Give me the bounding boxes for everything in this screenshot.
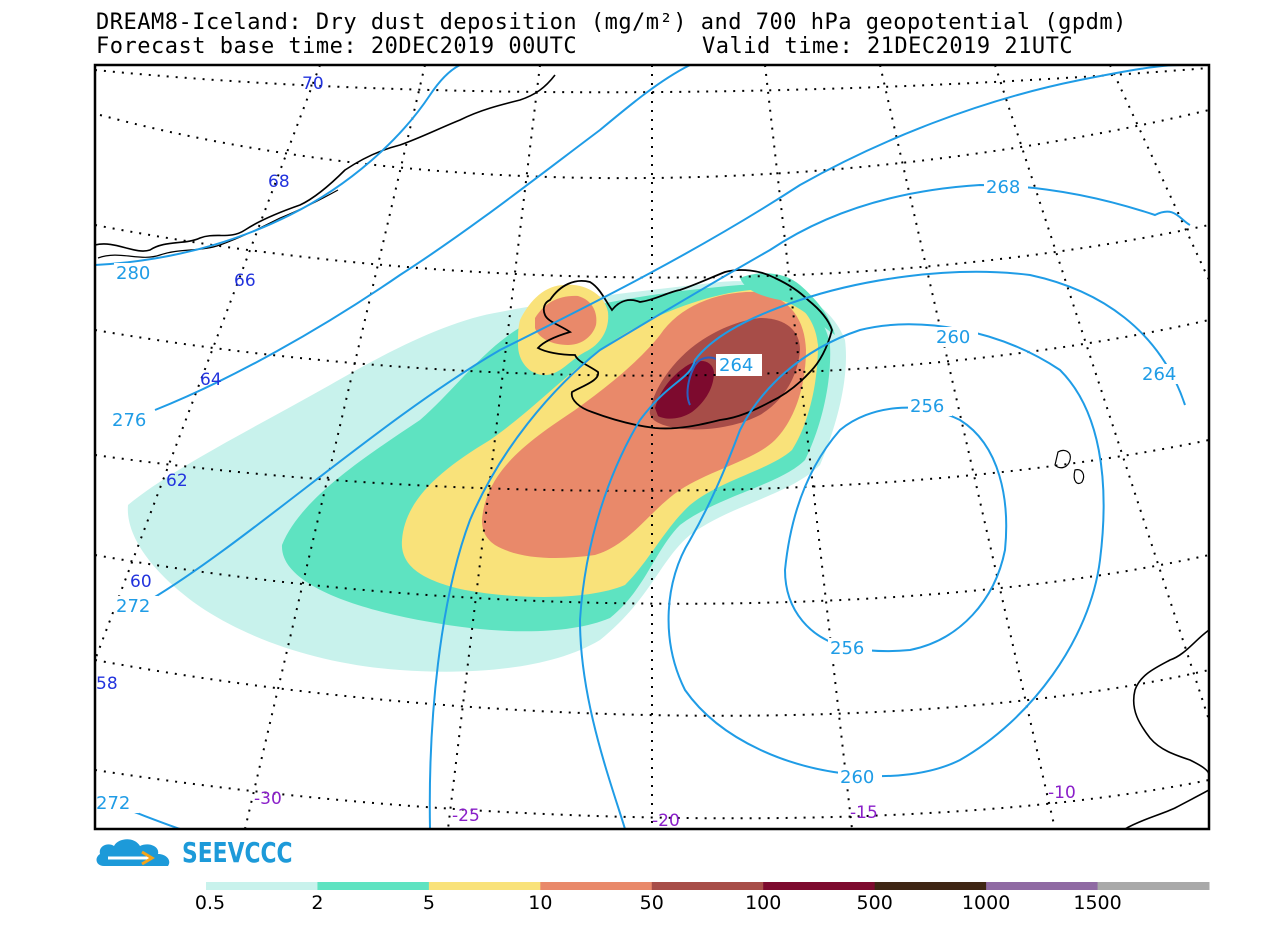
contour-label-256-north: 256 <box>910 396 944 417</box>
longitude-labels: -30 -25 -20 -15 -10 <box>254 783 1076 831</box>
contour-label-backgrounds <box>95 177 1184 813</box>
norway-coast <box>1132 629 1209 776</box>
contour-label-268: 268 <box>986 177 1020 198</box>
legend-swatch-2 <box>317 882 430 890</box>
meridian-15 <box>764 65 853 829</box>
contour-label-280: 280 <box>116 263 150 284</box>
map-content <box>95 65 1209 829</box>
legend-swatch-5 <box>428 882 541 890</box>
faroe-islands <box>1054 449 1085 485</box>
contour-label-272-south: 272 <box>96 793 130 814</box>
lat-label-66: 66 <box>234 271 256 291</box>
parallel-68 <box>99 109 1209 180</box>
contour-272 <box>149 65 1181 601</box>
contour-label-260-south: 260 <box>840 767 874 788</box>
legend-swatch-100 <box>763 882 876 890</box>
deposition-legend <box>206 882 1210 890</box>
lat-label-64: 64 <box>200 370 222 390</box>
lon-label-25: -25 <box>452 806 480 826</box>
legend-label-500: 500 <box>856 892 893 914</box>
contour-260 <box>667 323 1105 778</box>
legend-label-1000: 1000 <box>961 892 1011 914</box>
parallel-66 <box>95 224 1209 279</box>
contour-276 <box>154 65 691 411</box>
contour-264 <box>578 270 1186 829</box>
contour-280 <box>95 65 461 266</box>
map-title: DREAM8-Iceland: Dry dust deposition (mg/… <box>96 10 1127 35</box>
seevccc-cloud-logo <box>96 839 170 866</box>
lon-label-10: -10 <box>1048 783 1076 803</box>
contour-label-264-center: 264 <box>719 355 753 376</box>
map-frame <box>93 63 1211 831</box>
contour-label-264-east: 264 <box>1142 364 1176 385</box>
contour-256 <box>783 406 1008 653</box>
meridian-0 <box>1109 65 1209 281</box>
lon-label-15: -15 <box>850 803 878 823</box>
valid-time: Valid time: 21DEC2019 21UTC <box>702 34 1074 59</box>
legend-label-10: 10 <box>528 892 553 914</box>
legend-label-5: 5 <box>422 892 435 914</box>
contour-label-256-south: 256 <box>830 638 864 659</box>
contour-label-272: 272 <box>116 596 150 617</box>
meridian-5 <box>994 65 1209 721</box>
legend-label-100: 100 <box>745 892 782 914</box>
lat-label-68: 68 <box>268 172 290 192</box>
legend-swatch-50 <box>651 882 764 890</box>
legend-label-1500: 1500 <box>1073 892 1122 914</box>
lat-label-58: 58 <box>96 674 118 694</box>
contour-labels: 280 276 272 272 268 264 264 260 260 256 … <box>96 177 1176 814</box>
lon-label-30: -30 <box>254 789 282 809</box>
iceland-coast <box>536 269 833 430</box>
graticule <box>95 65 1209 829</box>
meridian-10 <box>879 65 1056 829</box>
lat-label-70: 70 <box>302 74 324 94</box>
legend-label-2: 2 <box>311 892 324 914</box>
legend-swatch-1000 <box>986 882 1099 890</box>
deposition-ne-coast <box>740 273 835 335</box>
scotland-coast <box>1124 789 1209 829</box>
seevccc-logo-text: SEEVCCC <box>182 836 293 869</box>
contour-label-276: 276 <box>112 410 146 431</box>
deposition-band-100 <box>655 360 714 419</box>
dust-deposition-field <box>127 273 846 672</box>
parallel-58 <box>95 659 1209 717</box>
greenland-coast <box>95 74 556 252</box>
lat-label-62: 62 <box>166 471 188 491</box>
legend-swatch-10 <box>540 882 653 890</box>
contour-268 <box>428 183 1191 829</box>
forecast-base-time: Forecast base time: 20DEC2019 00UTC <box>96 34 578 59</box>
legend-swatch-0.5 <box>206 882 318 890</box>
greenland-coast-inner <box>97 189 339 259</box>
lon-label-20: -20 <box>652 811 680 831</box>
contour-264-inner <box>686 356 721 406</box>
latitude-labels: 70 68 66 64 62 60 58 <box>96 74 324 694</box>
legend-label-50: 50 <box>639 892 664 914</box>
geopotential-contours <box>95 65 1191 829</box>
lat-label-60: 60 <box>130 572 152 592</box>
contour-label-260-north: 260 <box>936 327 970 348</box>
parallel-62 <box>95 439 1209 492</box>
legend-swatch-500 <box>874 882 987 890</box>
legend-swatch-1500 <box>1097 882 1210 890</box>
legend-label-0.5: 0.5 <box>194 892 226 914</box>
